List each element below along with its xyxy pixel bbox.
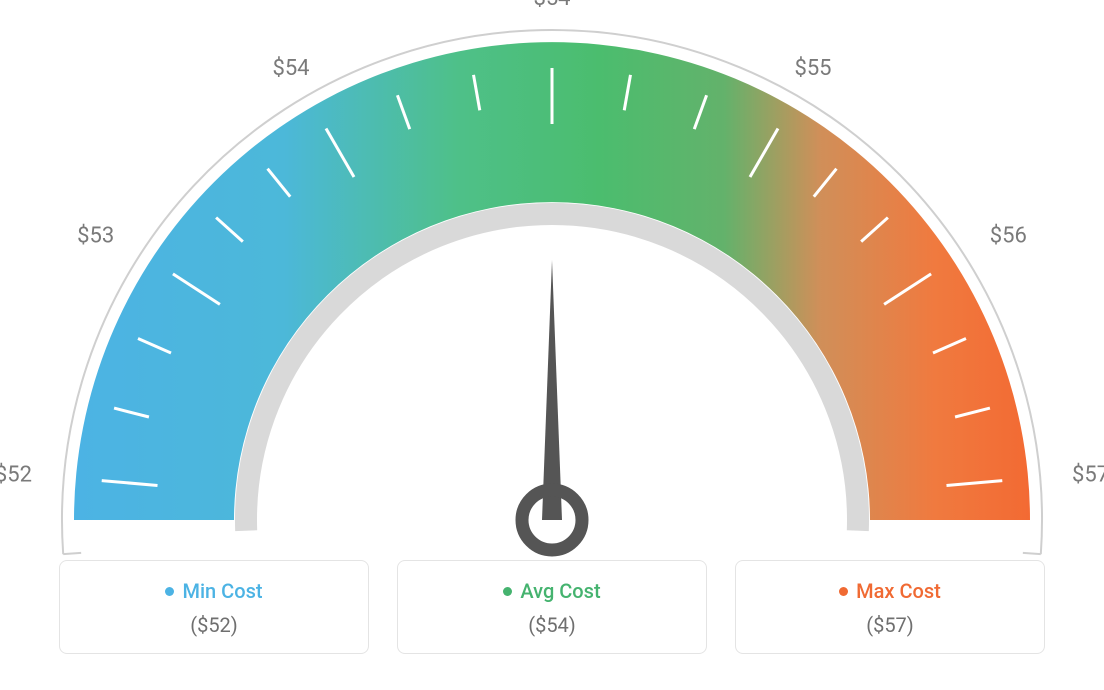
legend-dot-min <box>165 587 174 596</box>
legend-label-min: Min Cost <box>182 579 262 603</box>
gauge-tick-label: $52 <box>0 463 32 488</box>
gauge-tick-label: $57 <box>1072 463 1104 488</box>
legend-dot-max <box>839 587 848 596</box>
legend-row: Min Cost ($52) Avg Cost ($54) Max Cost (… <box>0 560 1104 654</box>
gauge-tick-label: $53 <box>77 224 114 249</box>
legend-value-avg: ($54) <box>398 613 706 637</box>
legend-dot-avg <box>503 587 512 596</box>
gauge-chart: $52 $53 $54 $54 $55 $56 $57 <box>0 0 1104 560</box>
legend-value-max: ($57) <box>736 613 1044 637</box>
gauge-tick-label: $54 <box>533 0 570 11</box>
legend-value-min: ($52) <box>60 613 368 637</box>
gauge-needle <box>542 260 562 520</box>
legend-label-avg: Avg Cost <box>520 579 600 603</box>
legend-label-max: Max Cost <box>856 579 941 603</box>
legend-card-max: Max Cost ($57) <box>735 560 1045 654</box>
gauge-tick-label: $54 <box>272 56 309 81</box>
gauge-tick-label: $56 <box>990 224 1027 249</box>
gauge-svg: $52 $53 $54 $54 $55 $56 $57 <box>0 0 1104 560</box>
legend-card-avg: Avg Cost ($54) <box>397 560 707 654</box>
legend-card-min: Min Cost ($52) <box>59 560 369 654</box>
gauge-tick-label: $55 <box>794 56 831 81</box>
